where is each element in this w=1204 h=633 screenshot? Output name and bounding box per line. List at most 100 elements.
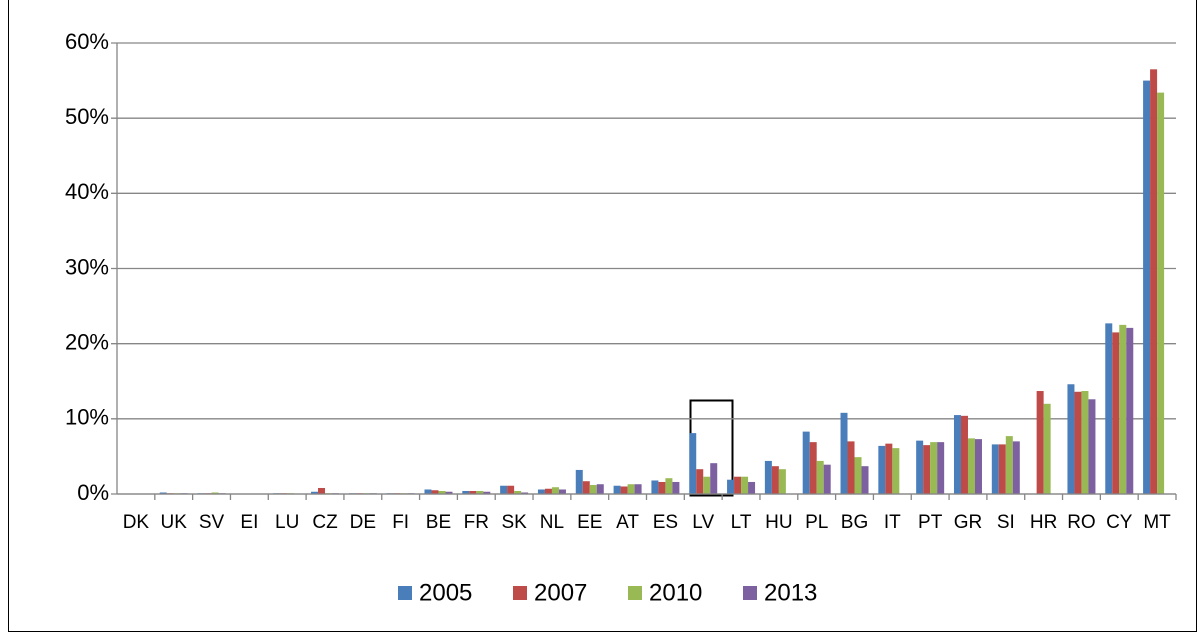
bar — [589, 484, 597, 494]
bar — [727, 479, 735, 494]
bar — [672, 481, 680, 494]
x-tick-label: RO — [1067, 512, 1096, 533]
bar — [1081, 391, 1089, 494]
bar — [916, 440, 924, 494]
x-tick-label: EE — [577, 512, 602, 533]
bar — [445, 491, 453, 494]
bar — [991, 444, 999, 494]
x-tick-label: FI — [392, 512, 409, 533]
x-tick-label: DE — [350, 512, 376, 533]
bar — [847, 441, 855, 494]
x-tick-label: SI — [997, 512, 1015, 533]
y-tick-label: 40% — [65, 179, 109, 204]
bar — [1012, 441, 1020, 494]
legend-label: 2013 — [764, 579, 817, 606]
bar — [885, 443, 893, 494]
bar — [507, 485, 515, 494]
bar — [514, 490, 522, 494]
bar — [1074, 391, 1082, 494]
chart-frame — [8, 0, 1197, 632]
bar — [627, 484, 635, 494]
x-tick-label: CZ — [312, 512, 338, 533]
bar — [1150, 69, 1158, 494]
bar — [771, 466, 779, 494]
bar — [483, 491, 491, 494]
x-tick-label: DK — [123, 512, 150, 533]
bar — [521, 492, 529, 494]
bar — [613, 485, 621, 494]
bar — [854, 457, 862, 494]
bar — [741, 476, 749, 494]
bar — [1143, 80, 1151, 494]
bar — [960, 415, 968, 494]
x-tick-label: PL — [805, 512, 828, 533]
bar — [211, 492, 219, 494]
bar — [469, 490, 477, 494]
bar — [802, 431, 810, 494]
x-tick-label: LV — [692, 512, 714, 533]
bar — [582, 481, 590, 494]
x-tick-label: MT — [1143, 512, 1171, 533]
bar — [1105, 323, 1113, 494]
x-tick-label: AT — [616, 512, 639, 533]
legend-label: 2005 — [419, 579, 472, 606]
x-tick-label: PT — [918, 512, 943, 533]
legend-label: 2007 — [534, 579, 587, 606]
legend-swatch — [628, 586, 642, 600]
y-tick-label: 50% — [65, 104, 109, 129]
bar — [311, 491, 319, 494]
bar — [778, 469, 786, 494]
bar — [734, 476, 742, 494]
bar — [840, 412, 848, 494]
bar — [462, 490, 470, 494]
bar — [665, 478, 673, 494]
legend-swatch — [398, 586, 412, 600]
y-tick-label: 30% — [65, 254, 109, 279]
bar — [764, 460, 772, 494]
bar — [551, 487, 559, 494]
x-tick-label: HR — [1030, 512, 1057, 533]
bar — [634, 484, 642, 494]
x-tick-label: BG — [841, 512, 868, 533]
bar — [1043, 403, 1051, 494]
x-tick-label: ES — [653, 512, 678, 533]
bar — [748, 481, 756, 494]
bar — [537, 489, 545, 494]
bar — [710, 463, 718, 494]
bar — [575, 469, 583, 494]
x-tick-label: BE — [426, 512, 451, 533]
bar — [1067, 384, 1075, 494]
bar — [159, 492, 167, 494]
bar — [1005, 436, 1013, 494]
bar — [1126, 327, 1134, 494]
bar — [696, 469, 704, 494]
x-tick-label: SV — [199, 512, 225, 533]
y-tick-label: 60% — [65, 29, 109, 54]
bar — [438, 490, 446, 494]
bar — [544, 488, 552, 494]
bar — [651, 480, 659, 494]
bar — [930, 442, 938, 494]
legend-swatch — [513, 586, 527, 600]
bar — [967, 438, 975, 494]
x-tick-label: LU — [275, 512, 299, 533]
bar — [953, 415, 961, 494]
x-tick-label: LT — [731, 512, 752, 533]
bar — [809, 442, 817, 494]
x-tick-label: HU — [765, 512, 792, 533]
bar — [998, 444, 1006, 494]
bar — [689, 433, 697, 494]
bar — [937, 442, 945, 494]
y-tick-label: 20% — [65, 329, 109, 354]
bar — [923, 445, 931, 494]
bar — [878, 445, 886, 494]
bar — [974, 439, 982, 494]
legend-swatch — [743, 586, 757, 600]
y-tick-label: 10% — [65, 405, 109, 430]
bar — [658, 481, 666, 494]
bar — [892, 448, 900, 494]
bar — [500, 485, 508, 494]
x-tick-label: NL — [540, 512, 564, 533]
bar — [318, 487, 326, 494]
x-tick-label: GR — [954, 512, 983, 533]
